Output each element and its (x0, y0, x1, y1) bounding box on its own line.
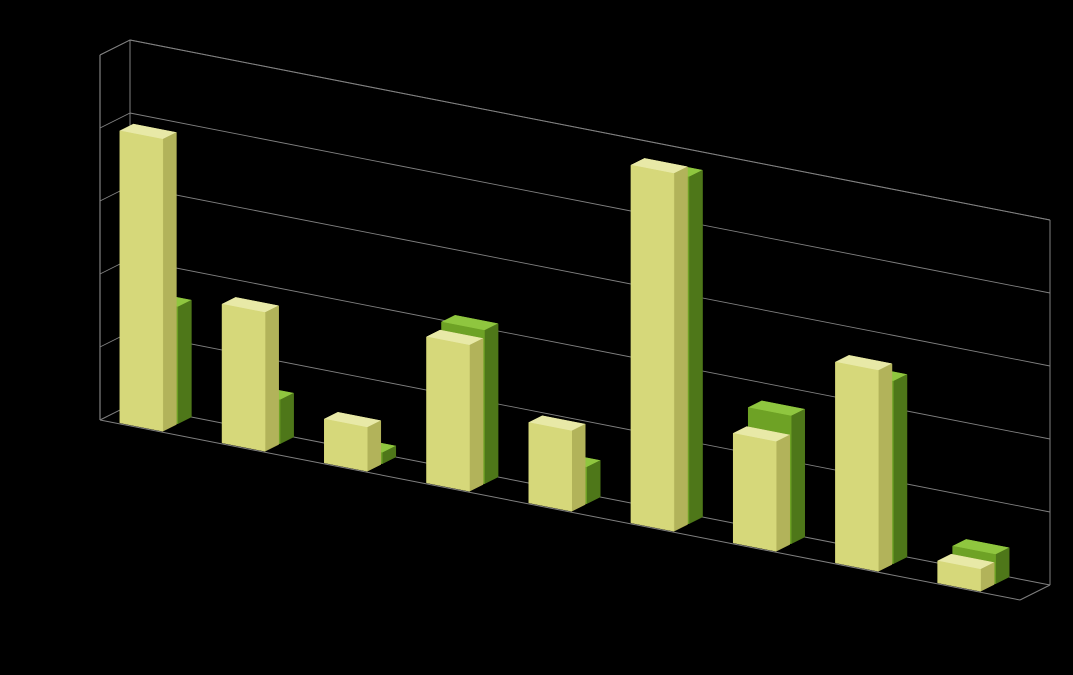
bar-s1-3 (427, 330, 483, 491)
bar-chart-3d (0, 0, 1073, 675)
bar-s1-6 (733, 427, 789, 552)
bar-s1-1 (222, 297, 278, 451)
bar-s1-0 (120, 124, 176, 431)
bar-s1-4 (529, 416, 585, 511)
bars (120, 124, 1009, 591)
bar-s1-2 (324, 412, 380, 471)
bar-s1-7 (835, 355, 891, 571)
bar-s1-5 (631, 158, 687, 531)
